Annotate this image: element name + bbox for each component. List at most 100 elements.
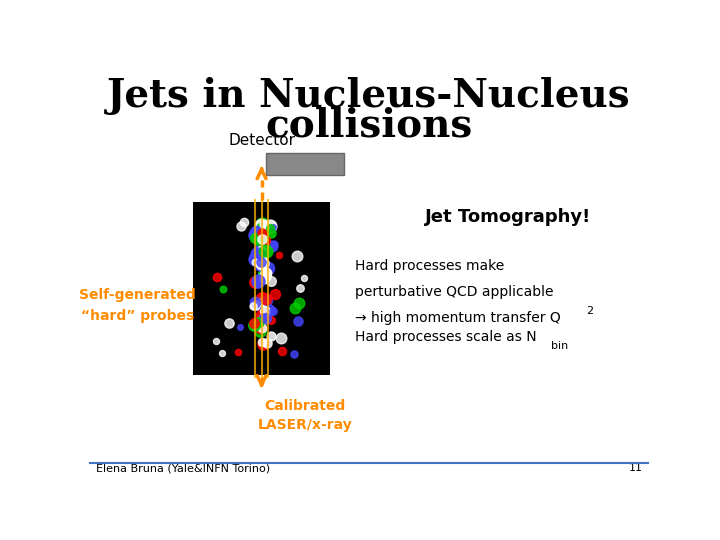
- Point: [216, 349, 228, 357]
- Point: [258, 298, 269, 307]
- Point: [217, 285, 229, 294]
- Point: [257, 295, 269, 304]
- Point: [251, 321, 263, 330]
- Text: Self-generated: Self-generated: [79, 288, 196, 302]
- Point: [210, 336, 221, 345]
- Point: [256, 219, 267, 228]
- Point: [256, 258, 267, 267]
- Point: [258, 235, 269, 244]
- Point: [266, 241, 278, 250]
- Point: [256, 237, 267, 245]
- Point: [268, 240, 279, 248]
- Point: [261, 338, 273, 347]
- Point: [269, 289, 281, 298]
- Point: [266, 276, 277, 285]
- Point: [293, 299, 305, 308]
- Point: [259, 272, 271, 280]
- Point: [255, 248, 266, 257]
- Point: [261, 268, 272, 277]
- Text: perturbative QCD applicable: perturbative QCD applicable: [355, 285, 554, 299]
- Point: [273, 251, 284, 260]
- Point: [255, 246, 266, 254]
- Point: [292, 252, 303, 260]
- Text: 2: 2: [587, 306, 594, 315]
- Text: Jet Tomography!: Jet Tomography!: [425, 207, 591, 226]
- Text: bin: bin: [552, 341, 569, 352]
- Point: [252, 237, 264, 246]
- Point: [264, 222, 276, 231]
- Point: [267, 223, 279, 232]
- Text: Elena Bruna (Yale&INFN Torino): Elena Bruna (Yale&INFN Torino): [96, 463, 270, 473]
- Point: [253, 241, 264, 249]
- Point: [251, 320, 263, 328]
- Point: [258, 274, 270, 283]
- Point: [253, 318, 265, 327]
- Point: [265, 229, 276, 238]
- Point: [260, 313, 271, 322]
- Point: [259, 307, 271, 315]
- Point: [256, 246, 267, 255]
- Point: [256, 269, 268, 278]
- Bar: [266, 153, 344, 175]
- Point: [250, 227, 261, 236]
- Point: [264, 224, 276, 232]
- Point: [232, 347, 243, 356]
- Point: [257, 314, 269, 323]
- Point: [265, 332, 276, 340]
- Point: [261, 294, 272, 303]
- Point: [250, 298, 261, 307]
- Point: [235, 323, 246, 332]
- Point: [238, 218, 249, 227]
- Point: [255, 251, 266, 260]
- Point: [248, 319, 260, 327]
- Point: [223, 318, 235, 327]
- Point: [250, 301, 261, 309]
- Text: Calibrated: Calibrated: [264, 399, 346, 413]
- Point: [255, 327, 266, 335]
- Point: [299, 274, 310, 282]
- Point: [256, 293, 267, 302]
- Point: [256, 223, 267, 232]
- Point: [251, 249, 263, 258]
- Point: [248, 301, 259, 310]
- Point: [256, 260, 267, 269]
- Point: [253, 302, 264, 310]
- Point: [254, 261, 266, 269]
- Point: [275, 334, 287, 342]
- Point: [254, 324, 266, 333]
- Point: [250, 254, 261, 263]
- Point: [258, 252, 269, 261]
- Point: [294, 284, 305, 292]
- Point: [258, 273, 270, 282]
- Point: [248, 321, 259, 329]
- Point: [256, 231, 267, 239]
- Point: [235, 221, 246, 230]
- Point: [256, 235, 268, 244]
- Text: Hard processes make: Hard processes make: [355, 259, 504, 273]
- Point: [255, 311, 266, 320]
- Point: [249, 258, 261, 267]
- Point: [289, 349, 300, 358]
- Point: [256, 221, 267, 230]
- Point: [260, 246, 271, 255]
- Point: [256, 338, 267, 347]
- Point: [267, 306, 279, 315]
- Text: Detector: Detector: [228, 133, 295, 148]
- Point: [261, 296, 272, 305]
- Point: [250, 277, 261, 286]
- Point: [262, 264, 274, 272]
- Point: [257, 340, 269, 348]
- Point: [256, 258, 267, 266]
- Text: → high momentum transfer Q: → high momentum transfer Q: [355, 311, 561, 325]
- Point: [252, 276, 264, 285]
- Point: [256, 228, 268, 237]
- Point: [289, 304, 300, 313]
- Point: [256, 324, 268, 333]
- Point: [276, 347, 288, 355]
- Point: [211, 273, 222, 282]
- Point: [265, 316, 276, 325]
- Point: [258, 220, 270, 228]
- Point: [251, 279, 263, 287]
- Point: [257, 296, 269, 305]
- Point: [250, 233, 261, 242]
